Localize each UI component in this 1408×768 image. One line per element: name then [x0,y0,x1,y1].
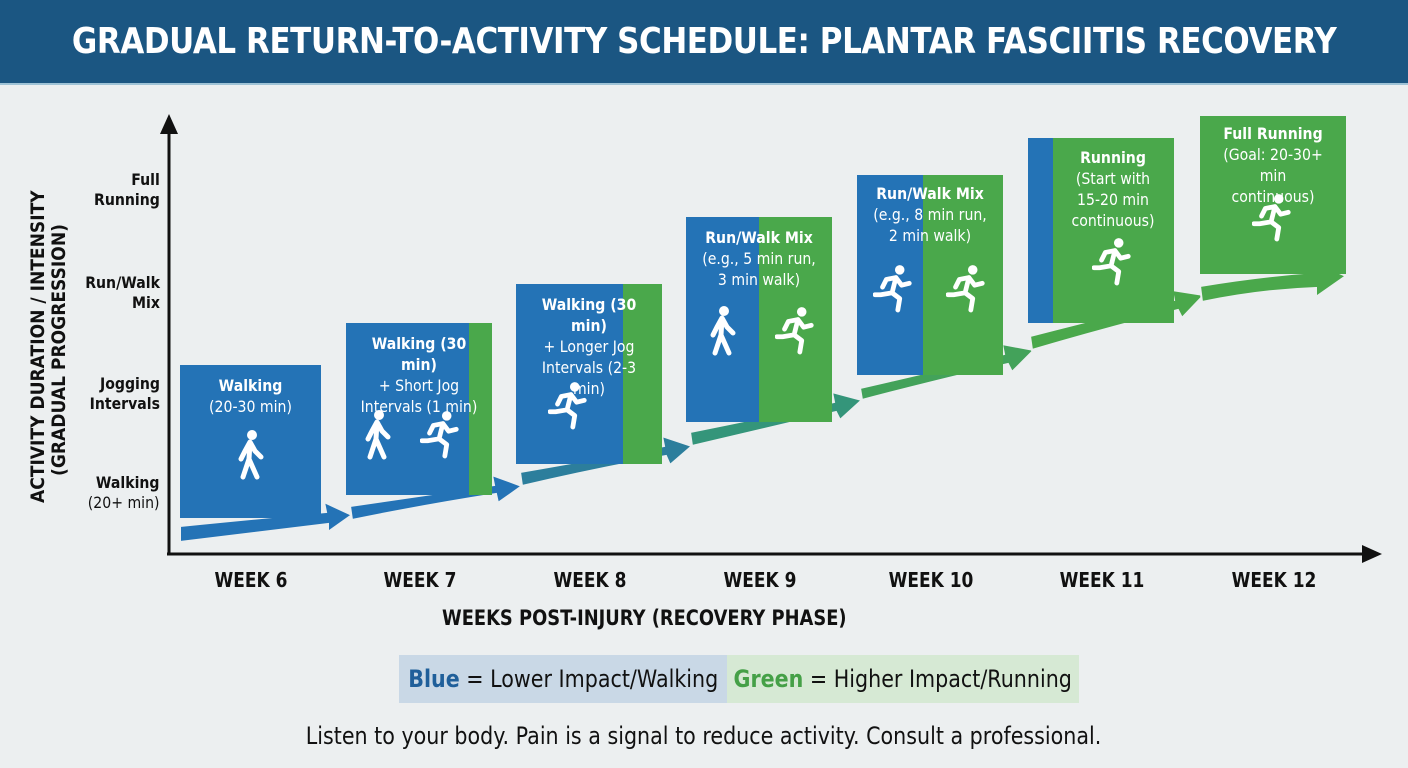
legend-blue-text: = Lower Impact/Walking [459,665,719,693]
running-icon [419,411,459,459]
x-tick-week-7: WEEK 7 [383,568,457,592]
footer-note: Listen to your body. Pain is a signal to… [306,722,1102,750]
x-tick-week-10: WEEK 10 [888,568,974,592]
x-tick-week-12: WEEK 12 [1231,568,1317,592]
y-tick-jogging-intervals: Jogging Intervals [89,374,160,413]
legend-green-text: = Higher Impact/Running [803,665,1073,693]
week-12-card: Full Running (Goal: 20-30+ min continuou… [1200,116,1346,274]
x-tick-week-8: WEEK 8 [553,568,627,592]
week-6-card: Walking (20-30 min) [180,365,321,518]
y-tick-run-walk-mix: Run/Walk Mix [85,273,160,312]
week-8-card: Walking (30 min) + Longer Jog Intervals … [516,284,662,464]
legend-green-key: Green [733,665,804,693]
y-axis-arrow-icon [160,114,178,134]
x-axis-label: WEEKS POST-INJURY (RECOVERY PHASE) [442,606,847,630]
running-icon [872,265,912,313]
legend-green: Green = Higher Impact/Running [727,655,1079,703]
legend-blue-key: Blue [408,665,460,693]
walking-icon [710,306,735,356]
running-icon [1092,238,1131,286]
y-axis-label: ACTIVITY DURATION / INTENSITY (GRADUAL P… [27,190,70,503]
running-icon [774,307,814,355]
running-icon [1252,194,1291,242]
legend: Blue = Lower Impact/Walking Green = High… [399,655,1079,703]
running-icon [945,265,985,313]
x-tick-week-11: WEEK 11 [1059,568,1145,592]
y-tick-walking: Walking (20+ min) [88,473,160,512]
week-9-card: Run/Walk Mix (e.g., 5 min run, 3 min wal… [686,217,832,422]
legend-blue: Blue = Lower Impact/Walking [399,655,727,703]
title-banner: GRADUAL RETURN-TO-ACTIVITY SCHEDULE: PLA… [0,0,1408,85]
page-title: GRADUAL RETURN-TO-ACTIVITY SCHEDULE: PLA… [71,21,1337,62]
x-tick-week-6: WEEK 6 [214,568,288,592]
walking-icon [365,410,390,460]
running-icon [548,382,587,430]
week-7-card: Walking (30 min) + Short Jog Intervals (… [346,323,492,495]
walking-icon [238,430,263,480]
y-tick-full-running: Full Running [94,170,160,209]
x-tick-week-9: WEEK 9 [723,568,797,592]
week-11-card: Running (Start with 15-20 min continuous… [1028,138,1174,323]
x-axis-arrow-icon [1362,545,1382,563]
week-10-card: Run/Walk Mix (e.g., 8 min run, 2 min wal… [857,175,1003,375]
